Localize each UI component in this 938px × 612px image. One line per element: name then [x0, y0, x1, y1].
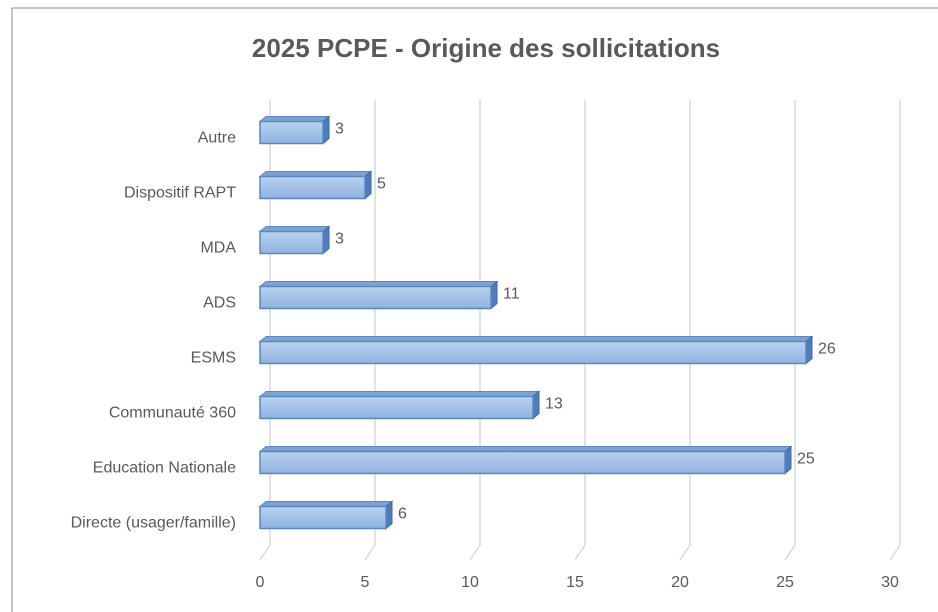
x-tick-label: 25 [776, 574, 794, 591]
grid-line [679, 100, 691, 561]
chart-title: 2025 PCPE - Origine des sollicitations [252, 33, 720, 63]
value-label: 6 [398, 506, 407, 523]
value-label: 25 [797, 451, 815, 468]
bar [259, 395, 534, 420]
x-tick-label: 0 [256, 574, 265, 591]
y-tick-label: Education Nationale [93, 460, 236, 477]
grid-line [364, 100, 376, 561]
y-tick-label: Autre [198, 130, 236, 147]
x-tick-label: 5 [361, 574, 370, 591]
bar-side [322, 225, 330, 255]
x-tick-label: 20 [671, 574, 689, 591]
bar-side [805, 335, 813, 365]
bar-side [322, 115, 330, 145]
y-tick-label: Communauté 360 [109, 405, 236, 422]
bar [259, 285, 492, 310]
bar [259, 340, 807, 365]
x-tick-label: 15 [566, 574, 584, 591]
value-label: 11 [503, 286, 520, 303]
value-label: 5 [377, 176, 386, 193]
bar-side [385, 500, 393, 530]
y-tick-label: MDA [200, 240, 236, 257]
y-tick-label: Directe (usager/famille) [71, 515, 236, 532]
grid-line [784, 100, 796, 561]
bar-side [784, 445, 792, 475]
bar [259, 505, 387, 530]
value-label: 3 [335, 121, 344, 138]
x-tick-label: 10 [461, 574, 479, 591]
bar-side [364, 170, 372, 200]
y-tick-label: Dispositif RAPT [124, 185, 236, 202]
bar [259, 175, 366, 200]
bar [259, 450, 786, 475]
bar-side [490, 280, 498, 310]
y-tick-label: ESMS [191, 350, 236, 367]
bar [259, 120, 324, 145]
y-tick-label: ADS [203, 295, 236, 312]
value-label: 26 [818, 341, 836, 358]
value-label: 3 [335, 231, 344, 248]
value-label: 13 [545, 396, 563, 413]
chart-border [11, 7, 938, 612]
bar-side [532, 390, 540, 420]
grid-line [469, 100, 481, 561]
grid-line [574, 100, 586, 561]
x-tick-label: 30 [881, 574, 899, 591]
grid-line [889, 100, 901, 561]
bar [259, 230, 324, 255]
